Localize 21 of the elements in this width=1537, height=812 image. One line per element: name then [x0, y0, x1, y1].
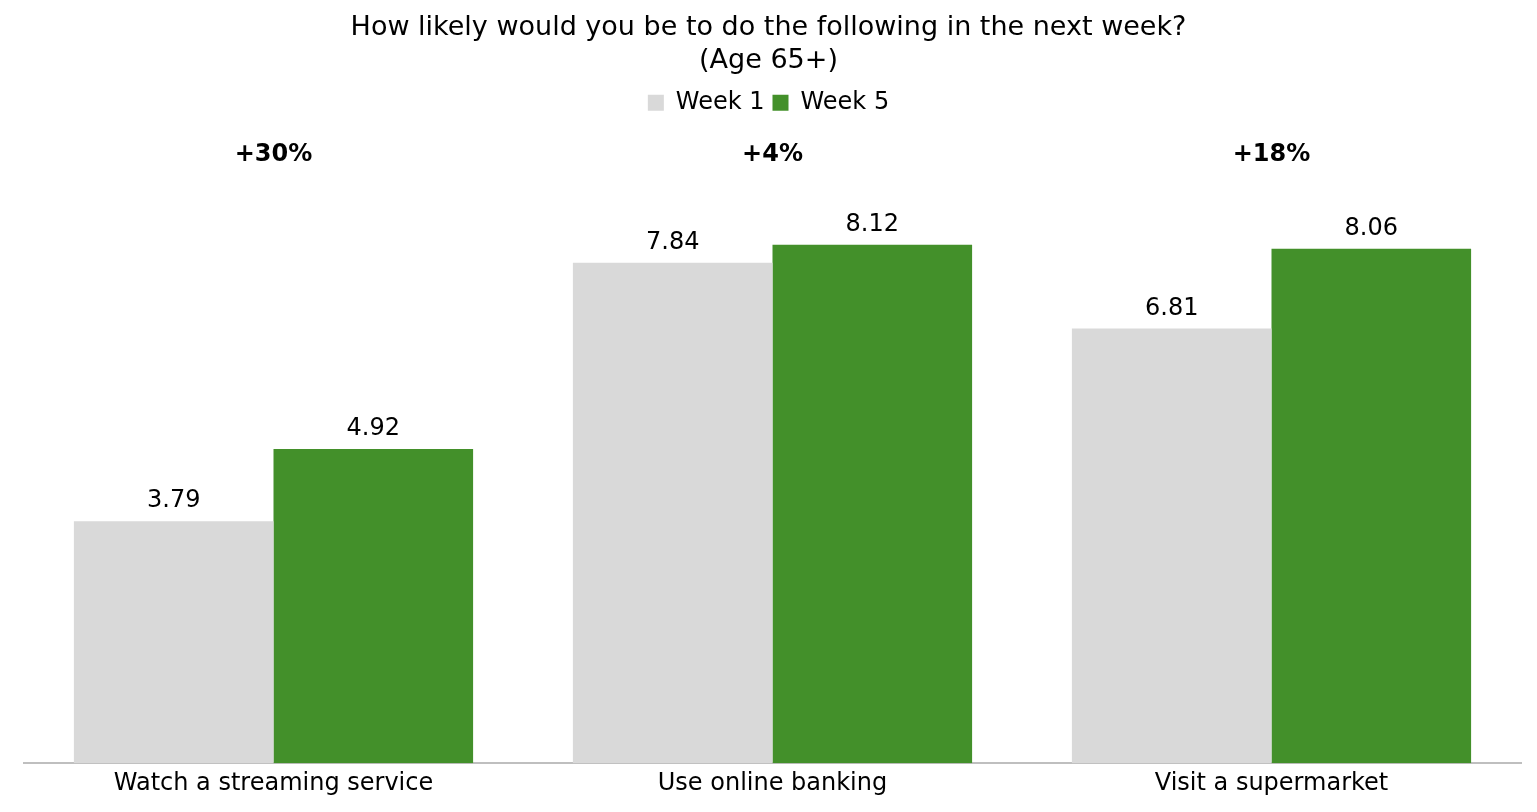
bar	[572, 262, 773, 764]
text: +4%	[742, 139, 803, 168]
data-label: 7.84	[645, 226, 700, 255]
data-label: 4.92	[346, 413, 401, 442]
data-label: 3.79	[146, 485, 201, 514]
data-label: 8.06	[1344, 212, 1399, 241]
bar	[1071, 328, 1272, 764]
x-tick-label: Watch a streaming service	[113, 767, 434, 796]
text: +30%	[234, 139, 313, 168]
legend-label: Week 5	[800, 87, 890, 116]
chart-title: How likely would you be to do the following in the next week? (Age 65+)	[350, 10, 1187, 74]
bar	[772, 244, 973, 764]
bar	[73, 521, 274, 764]
legend-label: Week 1	[675, 87, 765, 116]
data-label: 8.12	[845, 209, 900, 238]
x-tick-label: Use online banking	[657, 767, 888, 796]
text: +18%	[1232, 139, 1311, 168]
bar	[1271, 248, 1472, 764]
data-label: 6.81	[1144, 292, 1199, 321]
x-tick-label: Visit a supermarket	[1154, 767, 1389, 796]
bar	[273, 449, 474, 764]
